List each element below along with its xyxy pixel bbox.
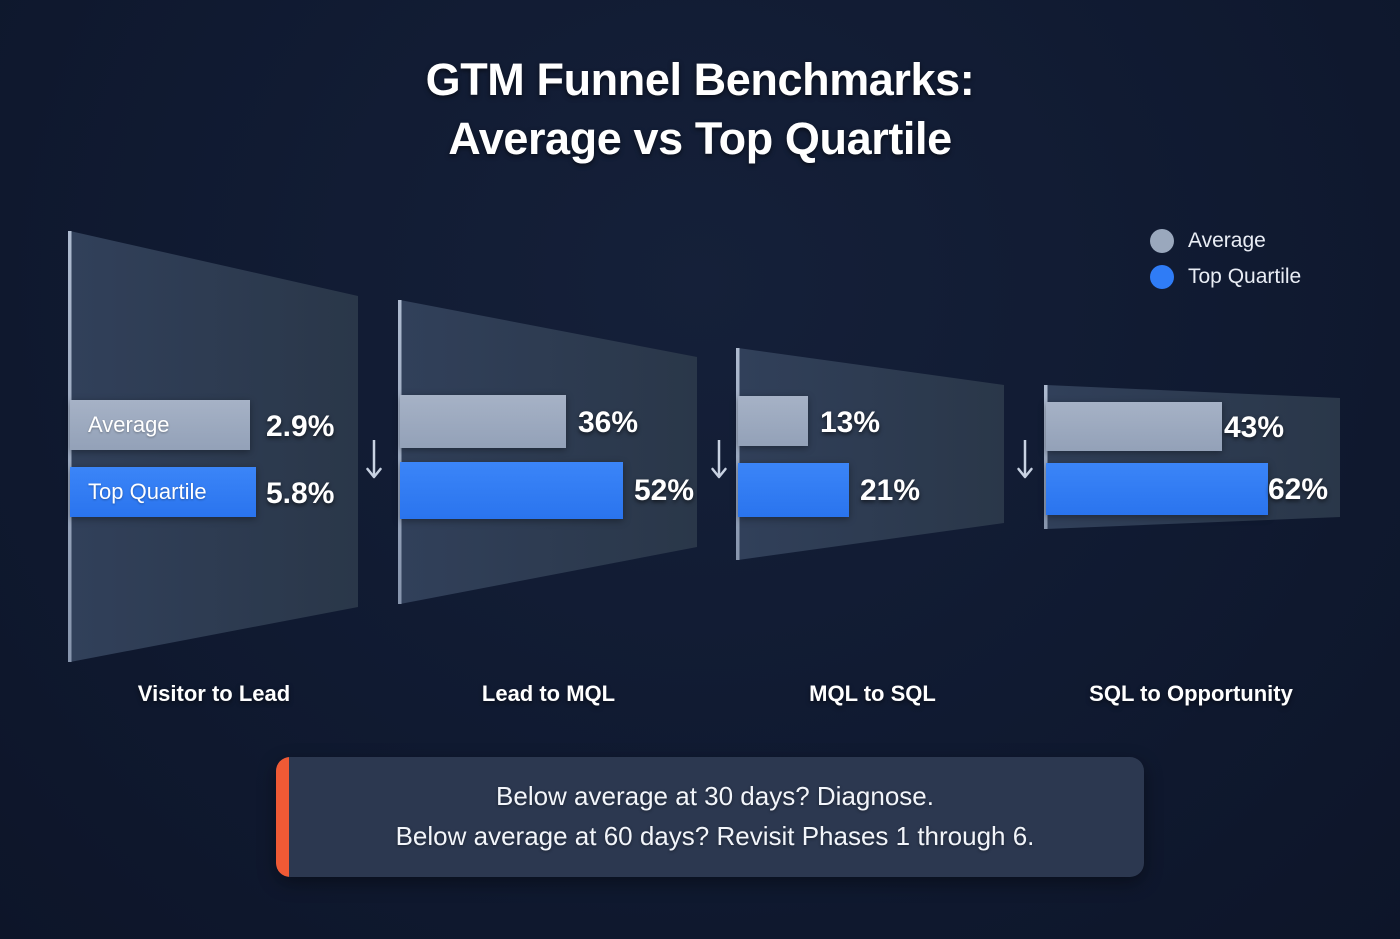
bar-value-average: 36% [578, 406, 639, 439]
stage-label-visitor-to-lead: Visitor to Lead [137, 681, 291, 706]
stage-label-lead-to-mql: Lead to MQL [481, 681, 616, 706]
bar-value-average: 13% [820, 406, 881, 439]
callout-box: Below average at 30 days? Diagnose. Belo… [276, 757, 1144, 877]
callout-line-2: Below average at 60 days? Revisit Phases… [395, 821, 1035, 851]
bar-average: Average [70, 400, 250, 450]
callout-line-1: Below average at 30 days? Diagnose. [496, 781, 934, 812]
legend-item-top-quartile: Top Quartile [1150, 265, 1301, 289]
page-title: GTM Funnel Benchmarks: Average vs Top Qu… [0, 50, 1400, 169]
title-line-2: Average vs Top Quartile [448, 113, 952, 165]
bar-top-quartile [1046, 463, 1268, 515]
bar-average [738, 396, 808, 446]
bar-label-top-quartile: Top Quartile [88, 479, 207, 504]
bar-value-top-quartile: 21% [860, 474, 921, 507]
callout-accent-bar [276, 757, 289, 877]
legend-label-average: Average [1188, 229, 1266, 252]
circle-icon [1150, 229, 1174, 253]
chart-legend: Average Top Quartile [1150, 229, 1301, 289]
bar-value-top-quartile: 52% [634, 474, 695, 507]
title-line-1: GTM Funnel Benchmarks: [425, 54, 975, 105]
callout-text: Below average at 30 days? Diagnose. Belo… [348, 777, 1073, 856]
bar-top-quartile [738, 463, 849, 517]
legend-item-average: Average [1150, 229, 1301, 253]
circle-icon [1150, 265, 1174, 289]
legend-label-top-quartile: Top Quartile [1188, 265, 1302, 288]
bar-average [1046, 402, 1222, 451]
bar-value-top-quartile: 5.8% [266, 477, 335, 510]
bar-top-quartile: Top Quartile [70, 467, 256, 517]
bar-value-average: 2.9% [266, 410, 335, 443]
bar-average [400, 395, 566, 448]
stage-label-sql-to-opportunity: SQL to Opportunity [1089, 681, 1293, 706]
stage-label-mql-to-sql: MQL to SQL [809, 681, 936, 706]
bar-value-average: 43% [1224, 411, 1285, 444]
bar-top-quartile [400, 462, 623, 519]
bar-value-top-quartile: 62% [1268, 473, 1329, 506]
bar-label-average: Average [88, 412, 170, 437]
